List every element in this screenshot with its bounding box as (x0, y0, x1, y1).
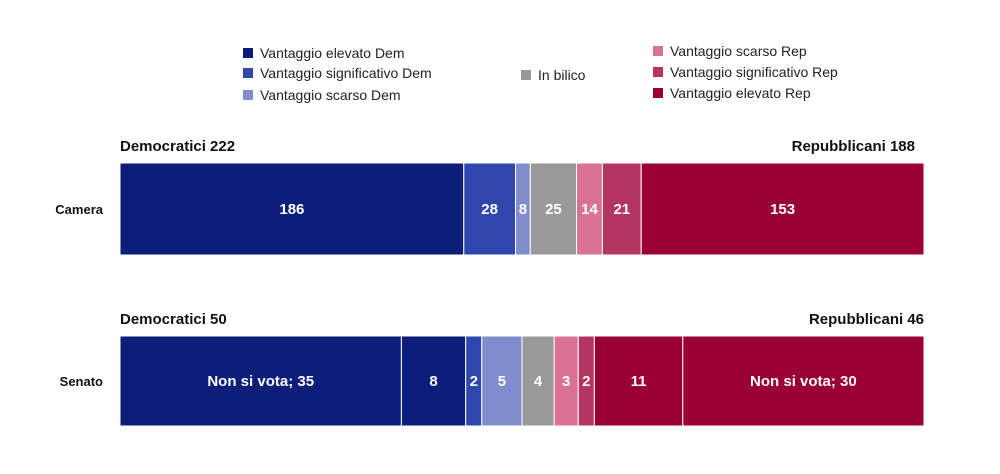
bar-value-label-camera-1: 28 (481, 201, 498, 218)
dem-total-camera: Democratici 222 (120, 138, 235, 155)
bar-segment-senato-3 (481, 335, 523, 427)
bar-segment-senato-0 (119, 335, 402, 427)
legend-label-rep_high: Vantaggio elevato Rep (670, 85, 811, 101)
bar-value-label-senato-6: 2 (582, 373, 590, 390)
bar-value-label-camera-2: 8 (519, 201, 527, 218)
bar-value-label-senato-1: 8 (429, 373, 437, 390)
legend-label-tossup: In bilico (538, 67, 586, 83)
legend-label-rep_low: Vantaggio scarso Rep (670, 43, 807, 59)
legend-label-dem_sig: Vantaggio significativo Dem (260, 65, 432, 81)
bar-value-label-senato-8: Non si vota; 30 (750, 373, 857, 390)
bar-value-label-senato-2: 2 (470, 373, 478, 390)
bar-value-label-camera-3: 25 (545, 201, 562, 218)
bar-value-label-camera-4: 14 (581, 201, 598, 218)
legend-swatch-rep_low (653, 46, 663, 56)
legend-swatch-dem_low (243, 90, 253, 100)
legend-label-dem_high: Vantaggio elevato Dem (260, 45, 405, 61)
legend-label-rep_sig: Vantaggio significativo Rep (670, 64, 838, 80)
bar-segment-camera-6 (640, 162, 925, 256)
bar-value-label-camera-6: 153 (770, 201, 795, 218)
row-label-camera: Camera (55, 202, 103, 217)
chart-rows: Camera Democratici 222 Repubblicani 188 186… (55, 138, 925, 427)
row-label-senato: Senato (60, 374, 103, 389)
rep-total-senato: Repubblicani 46 (809, 311, 924, 328)
bar-segment-senato-1 (400, 335, 467, 427)
bar-value-label-camera-0: 186 (279, 201, 304, 218)
bar-value-label-camera-5: 21 (613, 201, 630, 218)
bar-segment-camera-3 (529, 162, 578, 256)
dem-total-senato: Democratici 50 (120, 311, 227, 328)
bar-value-label-senato-3: 5 (498, 373, 506, 390)
bar-segment-senato-4 (521, 335, 555, 427)
bar-segment-camera-4 (576, 162, 603, 256)
legend-label-dem_low: Vantaggio scarso Dem (260, 87, 401, 103)
bar-segment-camera-5 (601, 162, 642, 256)
bar-segment-senato-8 (682, 335, 925, 427)
legend-swatch-rep_high (653, 88, 663, 98)
legend-swatch-dem_sig (243, 68, 253, 78)
bar-value-label-senato-7: 11 (631, 373, 647, 390)
bar-value-label-senato-0: Non si vota; 35 (207, 373, 314, 390)
bar-segment-camera-0 (119, 162, 465, 256)
bar-value-label-senato-4: 4 (534, 373, 543, 390)
bar-value-label-senato-5: 3 (562, 373, 570, 390)
bar-segment-senato-5 (553, 335, 579, 427)
legend-swatch-tossup (521, 70, 531, 80)
bar-segment-camera-1 (463, 162, 517, 256)
legend-swatch-rep_sig (653, 67, 663, 77)
legend: Vantaggio elevato Dem Vantaggio significa… (243, 43, 838, 103)
rep-total-camera: Repubblicani 188 (792, 138, 915, 155)
legend-swatch-dem_high (243, 48, 253, 58)
